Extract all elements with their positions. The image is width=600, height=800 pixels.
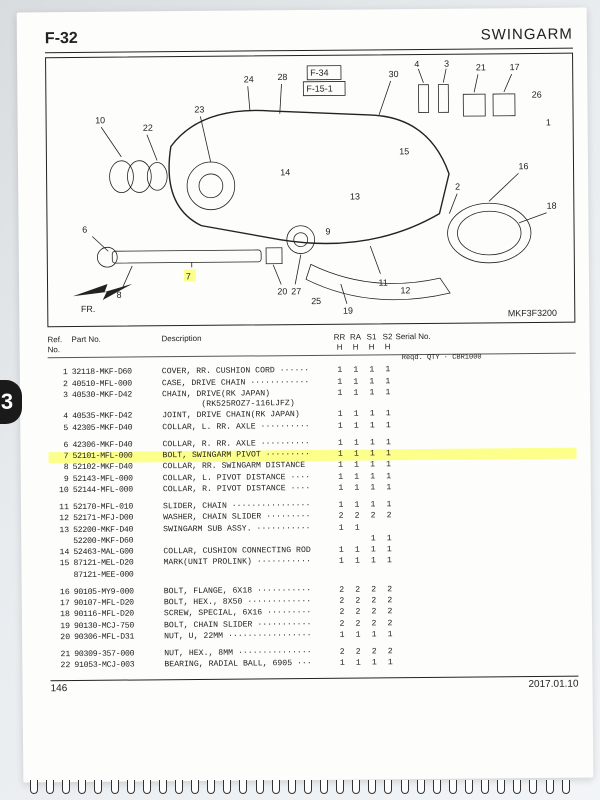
svg-text:27: 27 xyxy=(291,286,301,296)
svg-text:22: 22 xyxy=(143,123,153,133)
page-footer: 146 2017.01.10 xyxy=(50,676,578,695)
svg-text:30: 30 xyxy=(389,69,399,79)
diagram-svg: F-34 F-15-1 10 22 23 24 28 30 4 3 21 17 … xyxy=(46,54,574,327)
svg-text:20: 20 xyxy=(277,286,287,296)
svg-text:21: 21 xyxy=(476,62,486,72)
svg-text:25: 25 xyxy=(311,296,321,306)
exploded-diagram: F-34 F-15-1 10 22 23 24 28 30 4 3 21 17 … xyxy=(45,53,575,328)
col-ra: RAH xyxy=(347,332,363,352)
col-part: Part No. xyxy=(71,334,161,355)
col-serial: Serial No. xyxy=(395,332,465,353)
svg-text:26: 26 xyxy=(532,90,542,100)
qty-header: Reqd. QTY · CBR1000 xyxy=(308,353,576,364)
section-code: F-32 xyxy=(45,30,78,48)
svg-text:17: 17 xyxy=(510,62,520,72)
section-tab: 3 xyxy=(0,380,22,424)
drawing-number: MKF3F3200 xyxy=(508,308,557,318)
svg-text:9: 9 xyxy=(325,226,330,236)
col-s2: S2H xyxy=(379,332,395,352)
col-desc: Description xyxy=(161,333,331,354)
col-s1: S1H xyxy=(363,332,379,352)
ref-f34: F-34 xyxy=(310,68,328,78)
page-number: 146 xyxy=(51,683,68,694)
svg-text:11: 11 xyxy=(378,278,387,288)
svg-text:6: 6 xyxy=(82,225,87,235)
svg-text:3: 3 xyxy=(444,59,449,69)
svg-text:15: 15 xyxy=(399,146,409,156)
spiral-binding xyxy=(30,780,570,798)
svg-text:18: 18 xyxy=(547,201,557,211)
svg-text:19: 19 xyxy=(343,306,353,316)
page-date: 2017.01.10 xyxy=(528,679,578,690)
table-body: 132118-MKF-D60COVER, RR. CUSHION CORD ··… xyxy=(48,363,579,672)
svg-text:24: 24 xyxy=(244,74,254,84)
svg-text:1: 1 xyxy=(546,117,551,127)
page: F-32 SWINGARM xyxy=(17,8,594,783)
fr-label: FR. xyxy=(81,304,95,314)
svg-text:2: 2 xyxy=(455,182,460,192)
svg-text:16: 16 xyxy=(518,161,528,171)
col-ref: Ref.No. xyxy=(47,335,71,355)
svg-text:10: 10 xyxy=(95,115,105,125)
section-title: SWINGARM xyxy=(481,26,573,45)
svg-text:28: 28 xyxy=(277,72,287,82)
svg-text:7: 7 xyxy=(186,271,191,281)
parts-table: Ref.No. Part No. Description RRH RAH S1H… xyxy=(47,329,578,673)
ref-f15: F-15-1 xyxy=(306,83,332,93)
svg-text:23: 23 xyxy=(194,104,204,114)
svg-text:12: 12 xyxy=(400,285,410,295)
svg-text:14: 14 xyxy=(280,167,290,177)
header: F-32 SWINGARM xyxy=(45,26,573,54)
svg-text:4: 4 xyxy=(414,59,419,69)
col-rr: RRH xyxy=(331,333,347,353)
svg-text:13: 13 xyxy=(350,191,360,201)
